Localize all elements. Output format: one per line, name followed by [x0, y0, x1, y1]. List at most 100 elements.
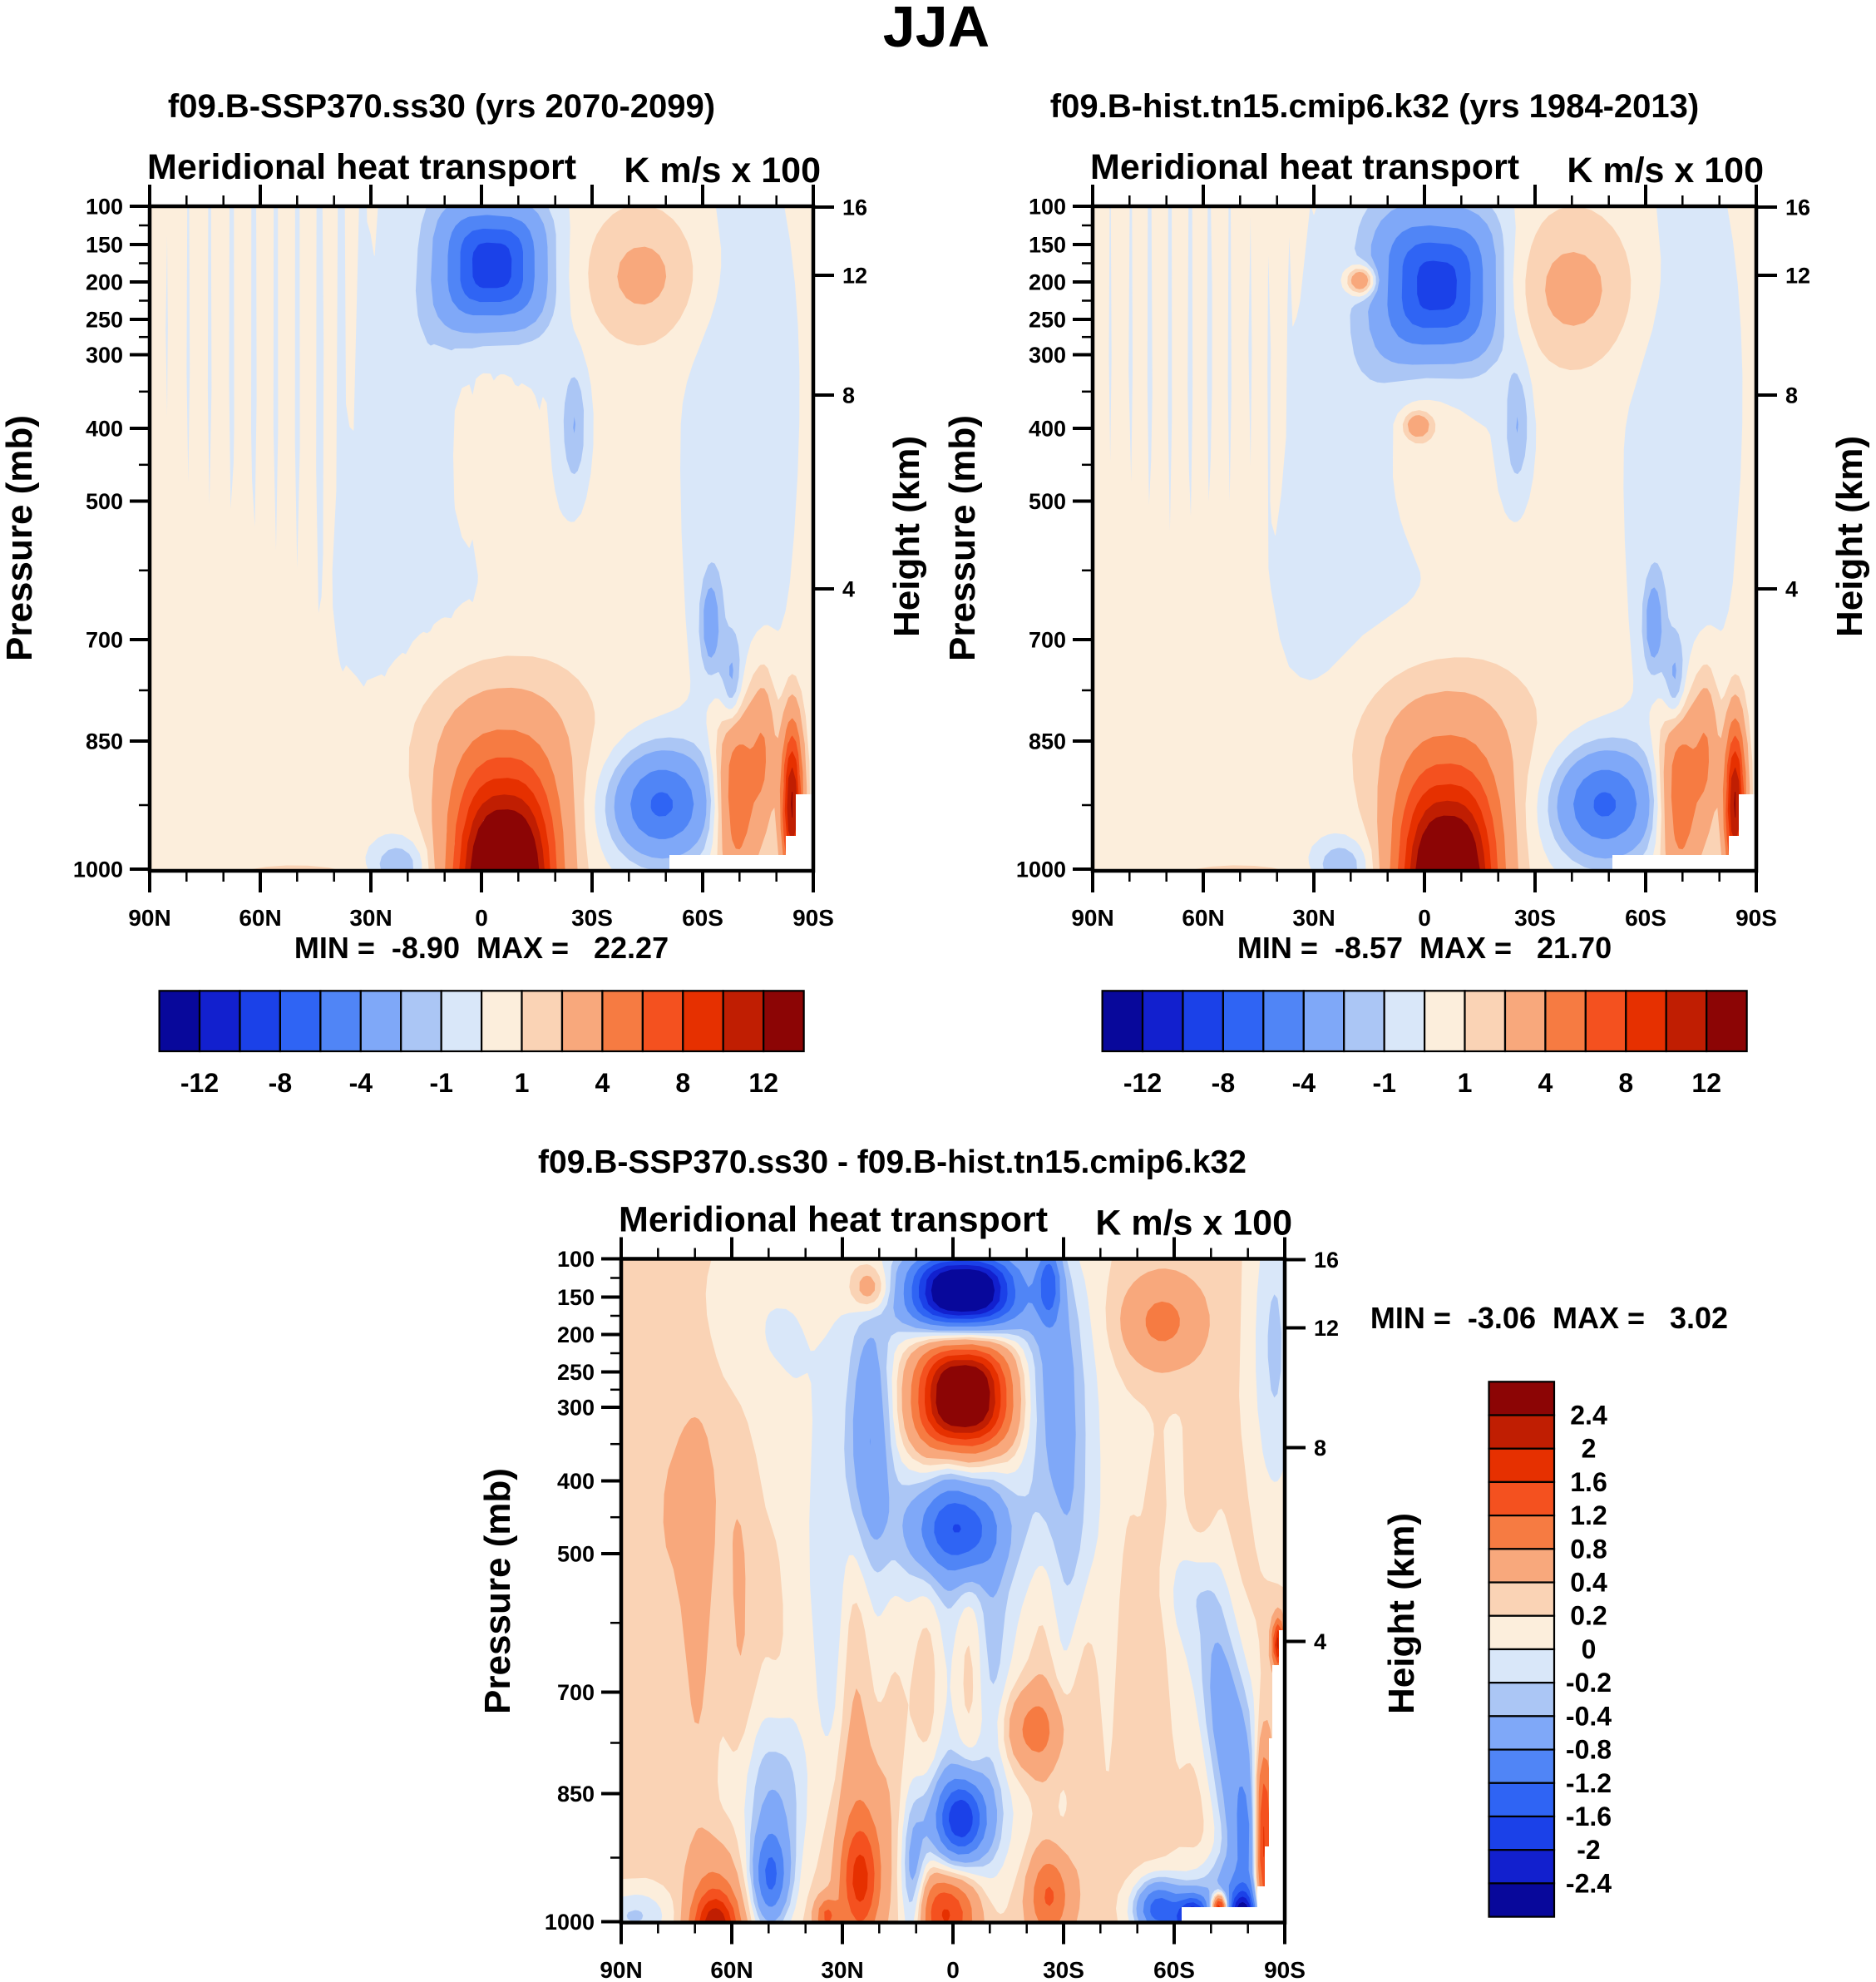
svg-text:150: 150 — [86, 233, 123, 258]
svg-text:16: 16 — [842, 195, 867, 220]
svg-text:Pressure (mb): Pressure (mb) — [477, 1468, 518, 1714]
svg-text:400: 400 — [557, 1469, 595, 1494]
svg-text:-12: -12 — [180, 1068, 219, 1098]
svg-text:K m/s x 100: K m/s x 100 — [1567, 151, 1764, 190]
svg-text:0.8: 0.8 — [1570, 1534, 1607, 1564]
svg-text:500: 500 — [1029, 489, 1066, 514]
svg-text:1: 1 — [515, 1068, 530, 1098]
svg-text:500: 500 — [557, 1542, 595, 1567]
svg-text:60N: 60N — [239, 905, 281, 931]
svg-text:4: 4 — [1785, 577, 1798, 602]
svg-text:150: 150 — [557, 1285, 595, 1310]
svg-text:16: 16 — [1314, 1248, 1339, 1273]
svg-text:300: 300 — [86, 343, 123, 368]
svg-text:850: 850 — [86, 729, 123, 754]
svg-text:4: 4 — [842, 577, 855, 602]
svg-text:4: 4 — [595, 1068, 610, 1098]
svg-text:60S: 60S — [682, 905, 723, 931]
svg-text:90S: 90S — [1264, 1957, 1306, 1982]
svg-text:Meridional heat transport: Meridional heat transport — [147, 147, 576, 187]
svg-text:16: 16 — [1785, 195, 1810, 220]
svg-text:8: 8 — [1785, 383, 1798, 408]
svg-text:0.4: 0.4 — [1570, 1568, 1607, 1598]
svg-text:8: 8 — [675, 1068, 690, 1098]
svg-text:0: 0 — [475, 905, 488, 931]
svg-text:700: 700 — [86, 628, 123, 653]
svg-text:60S: 60S — [1153, 1957, 1195, 1982]
svg-text:-8: -8 — [1212, 1068, 1235, 1098]
svg-text:2: 2 — [1582, 1434, 1597, 1464]
svg-text:-4: -4 — [1292, 1068, 1316, 1098]
svg-text:K m/s x 100: K m/s x 100 — [624, 151, 821, 190]
svg-text:100: 100 — [1029, 195, 1066, 220]
svg-text:60N: 60N — [1182, 905, 1224, 931]
svg-text:30S: 30S — [1514, 905, 1556, 931]
svg-text:8: 8 — [842, 383, 855, 408]
svg-text:30N: 30N — [821, 1957, 863, 1982]
svg-text:850: 850 — [557, 1782, 595, 1807]
svg-text:200: 200 — [557, 1322, 595, 1347]
svg-text:1.6: 1.6 — [1570, 1467, 1607, 1497]
svg-text:MIN = -3.06 MAX = 3.02: MIN = -3.06 MAX = 3.02 — [1370, 1301, 1728, 1335]
svg-text:Meridional heat transport: Meridional heat transport — [1090, 147, 1519, 187]
svg-text:250: 250 — [557, 1360, 595, 1385]
svg-text:300: 300 — [557, 1396, 595, 1421]
svg-text:30N: 30N — [349, 905, 392, 931]
svg-text:12: 12 — [1314, 1316, 1339, 1341]
svg-text:30S: 30S — [571, 905, 613, 931]
svg-text:12: 12 — [1691, 1068, 1721, 1098]
svg-text:Height (km): Height (km) — [1829, 436, 1870, 637]
svg-text:90S: 90S — [1735, 905, 1777, 931]
svg-text:150: 150 — [1029, 233, 1066, 258]
svg-text:8: 8 — [1618, 1068, 1633, 1098]
svg-text:700: 700 — [557, 1680, 595, 1705]
svg-text:Height (km): Height (km) — [1381, 1513, 1422, 1714]
svg-text:-0.4: -0.4 — [1566, 1701, 1612, 1731]
svg-text:f09.B-SSP370.ss30 - f09.B-hist: f09.B-SSP370.ss30 - f09.B-hist.tn15.cmip… — [538, 1144, 1247, 1180]
svg-text:-1: -1 — [1372, 1068, 1395, 1098]
svg-text:12: 12 — [748, 1068, 778, 1098]
svg-text:-12: -12 — [1123, 1068, 1162, 1098]
svg-text:500: 500 — [86, 489, 123, 514]
svg-text:-1.6: -1.6 — [1566, 1802, 1612, 1831]
svg-text:400: 400 — [1029, 417, 1066, 442]
svg-text:Pressure (mb): Pressure (mb) — [942, 415, 983, 661]
svg-text:4: 4 — [1314, 1629, 1326, 1654]
svg-text:Height (km): Height (km) — [886, 436, 927, 637]
svg-text:250: 250 — [86, 308, 123, 333]
svg-text:200: 200 — [1029, 270, 1066, 295]
svg-text:f09.B-hist.tn15.cmip6.k32 (yrs: f09.B-hist.tn15.cmip6.k32 (yrs 1984-2013… — [1050, 88, 1699, 125]
svg-text:1000: 1000 — [73, 858, 123, 882]
svg-text:f09.B-SSP370.ss30 (yrs 2070-20: f09.B-SSP370.ss30 (yrs 2070-2099) — [168, 88, 715, 125]
svg-text:400: 400 — [86, 417, 123, 442]
svg-text:300: 300 — [1029, 343, 1066, 368]
svg-text:90S: 90S — [792, 905, 834, 931]
svg-text:Meridional heat transport: Meridional heat transport — [619, 1200, 1048, 1240]
svg-text:4: 4 — [1538, 1068, 1553, 1098]
svg-text:0: 0 — [1582, 1634, 1597, 1664]
svg-text:Pressure (mb): Pressure (mb) — [0, 415, 40, 661]
svg-text:1000: 1000 — [545, 1910, 595, 1935]
svg-text:8: 8 — [1314, 1436, 1326, 1461]
svg-text:MIN = -8.57 MAX = 21.70: MIN = -8.57 MAX = 21.70 — [1237, 931, 1612, 965]
svg-text:60S: 60S — [1625, 905, 1666, 931]
svg-text:30N: 30N — [1292, 905, 1335, 931]
svg-text:12: 12 — [1785, 264, 1810, 289]
svg-text:90N: 90N — [1071, 905, 1113, 931]
svg-text:MIN = -8.90 MAX = 22.27: MIN = -8.90 MAX = 22.27 — [294, 931, 669, 965]
svg-text:30S: 30S — [1043, 1957, 1084, 1982]
svg-text:JJA: JJA — [883, 0, 990, 59]
svg-text:850: 850 — [1029, 729, 1066, 754]
svg-text:100: 100 — [86, 195, 123, 220]
svg-text:700: 700 — [1029, 628, 1066, 653]
svg-text:250: 250 — [1029, 308, 1066, 333]
svg-text:-0.2: -0.2 — [1566, 1668, 1612, 1698]
svg-text:0: 0 — [946, 1957, 960, 1982]
svg-text:90N: 90N — [600, 1957, 642, 1982]
svg-text:90N: 90N — [128, 905, 170, 931]
svg-text:K m/s x 100: K m/s x 100 — [1095, 1204, 1292, 1243]
svg-text:1000: 1000 — [1016, 858, 1066, 882]
svg-text:1.2: 1.2 — [1570, 1500, 1607, 1530]
svg-text:100: 100 — [557, 1247, 595, 1272]
svg-text:-1: -1 — [429, 1068, 452, 1098]
